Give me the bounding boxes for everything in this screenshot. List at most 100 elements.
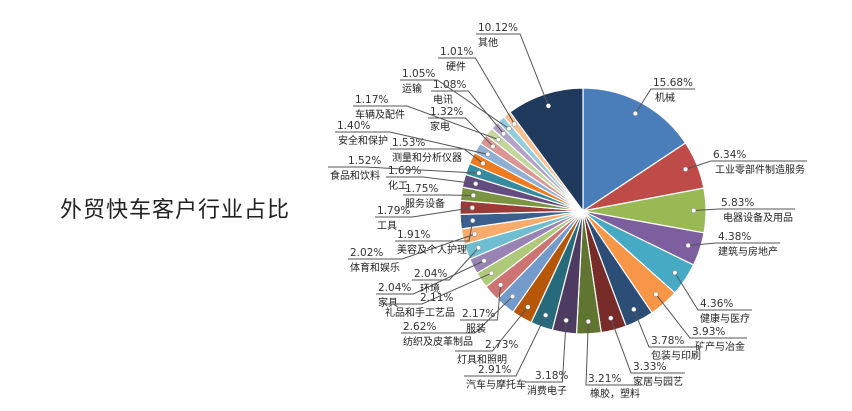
category-label: 健康与医疗 <box>700 312 750 325</box>
leader-line <box>395 220 474 242</box>
slice-label: 4.38% 建筑与房地产 <box>685 231 780 258</box>
leader-line <box>688 242 780 246</box>
leader-line <box>685 160 807 170</box>
percent-label: 1.17% <box>355 94 388 106</box>
percent-label: 3.93% <box>692 326 725 338</box>
slice-label: 2.04% 环境 <box>412 245 482 295</box>
leader-line <box>383 272 492 305</box>
percent-label: 3.33% <box>633 361 666 373</box>
leader-dot <box>682 166 689 172</box>
leader-line <box>585 321 642 386</box>
leader-dot <box>563 317 569 323</box>
slice-label: 2.11%礼品和手工艺品 <box>383 270 494 319</box>
category-label: 服装 <box>466 322 486 335</box>
slice-label: 2.91% 汽车与摩托车 <box>464 312 549 391</box>
percent-label: 1.40% <box>337 120 370 132</box>
percent-label: 1.08% <box>433 79 466 91</box>
slice-label: 1.32% 家电 <box>428 106 496 149</box>
category-label: 环境 <box>420 282 440 295</box>
category-label: 灯具和照明 <box>457 354 507 366</box>
category-label: 电讯 <box>433 93 453 106</box>
category-label: 工具 <box>377 220 397 232</box>
category-label: 体育和娱乐 <box>350 261 400 274</box>
leader-line <box>335 131 489 155</box>
slice-label: 3.21% 橡胶，塑料 <box>585 319 642 400</box>
percent-label: 4.38% <box>718 231 751 243</box>
percent-label: 1.32% <box>430 106 463 118</box>
leader-line <box>655 293 747 339</box>
leader-dot <box>485 151 491 157</box>
category-label: 车辆及配件 <box>355 108 405 121</box>
percent-label: 5.83% <box>721 197 754 209</box>
leader-line <box>348 233 475 260</box>
leader-dot <box>501 131 507 137</box>
leader-dot <box>480 160 486 166</box>
percent-label: 3.18% <box>535 370 568 382</box>
percent-label: 1.53% <box>392 137 425 149</box>
percent-label: 2.02% <box>350 247 383 259</box>
category-label: 化工 <box>388 179 408 192</box>
leader-line <box>403 194 474 197</box>
pie-slice[interactable] <box>509 87 584 213</box>
category-label: 建筑与房地产 <box>718 245 778 258</box>
leader-line <box>438 57 515 125</box>
leader-dot <box>470 192 476 199</box>
slice-label: 1.05% 运输 <box>400 68 512 132</box>
category-label: 家居与园艺 <box>633 375 683 388</box>
pie-slice[interactable] <box>582 87 687 213</box>
category-label: 纺织及皮革制品 <box>403 335 473 348</box>
leader-dot <box>488 270 494 276</box>
leader-line <box>460 284 502 321</box>
leader-dot <box>490 143 496 149</box>
slice-label: 1.75% 服务设备 <box>403 183 476 210</box>
leader-dot <box>685 242 691 249</box>
category-label: 测量和分析仪器 <box>392 151 462 164</box>
leader-dot <box>525 304 531 310</box>
leader-line <box>328 166 480 174</box>
slice-label: 3.93% 矿产与冶金 <box>653 291 747 353</box>
leader-line <box>634 88 696 114</box>
slice-label: 1.01% 硬件 <box>438 46 518 127</box>
category-label: 矿产与冶金 <box>695 340 745 353</box>
percent-label: 2.04% <box>414 268 447 280</box>
slice-label: 15.68% 机械 <box>632 77 696 117</box>
leader-line <box>375 207 473 218</box>
category-label: 机械 <box>655 91 675 104</box>
slices <box>459 87 707 335</box>
category-label: 礼品和手工艺品 <box>385 306 455 319</box>
leader-line <box>431 90 505 135</box>
slice-label: 2.73% 灯具和照明 <box>455 304 531 366</box>
labels: 15.68% 机械 6.34% 工业零部件制造服务 5.83% 电器设备及用品 4.38% 建… <box>328 22 807 400</box>
slice-label: 1.91% 美容及个人护理 <box>395 218 476 256</box>
percent-label: 15.68% <box>653 77 693 89</box>
leader-dot <box>545 103 551 109</box>
slice-label: 2.17% 服装 <box>460 282 504 335</box>
leader-line <box>610 317 685 374</box>
percent-label: 2.91% <box>478 364 511 376</box>
slice-label: 3.33% 家居与园艺 <box>608 315 685 388</box>
leader-line <box>674 272 752 311</box>
leader-line <box>476 33 549 107</box>
leader-dot <box>608 315 614 321</box>
category-label: 运输 <box>402 82 422 95</box>
slice-label: 2.04% 家具 <box>376 258 487 309</box>
category-label: 包装与印刷 <box>651 349 701 362</box>
percent-label: 2.73% <box>485 339 518 351</box>
leader-dot <box>510 293 516 299</box>
category-label: 家具 <box>378 296 398 309</box>
percent-label: 2.62% <box>403 321 436 333</box>
chart-title: 外贸快车客户行业占比 <box>60 198 291 223</box>
leader-dot <box>470 218 476 224</box>
category-label: 橡胶，塑料 <box>590 387 640 400</box>
percent-label: 2.04% <box>378 282 411 294</box>
leader-dot <box>632 110 638 117</box>
category-label: 安全和保护 <box>338 134 388 147</box>
slice-label: 1.08% 电讯 <box>431 79 507 137</box>
leader-line <box>633 309 703 348</box>
category-label: 服务设备 <box>405 197 445 210</box>
percent-label: 1.52% <box>348 155 381 167</box>
leader-dot <box>476 170 482 176</box>
leader-line <box>412 247 479 281</box>
percent-label: 1.79% <box>377 205 410 217</box>
leader-dot <box>473 181 479 187</box>
